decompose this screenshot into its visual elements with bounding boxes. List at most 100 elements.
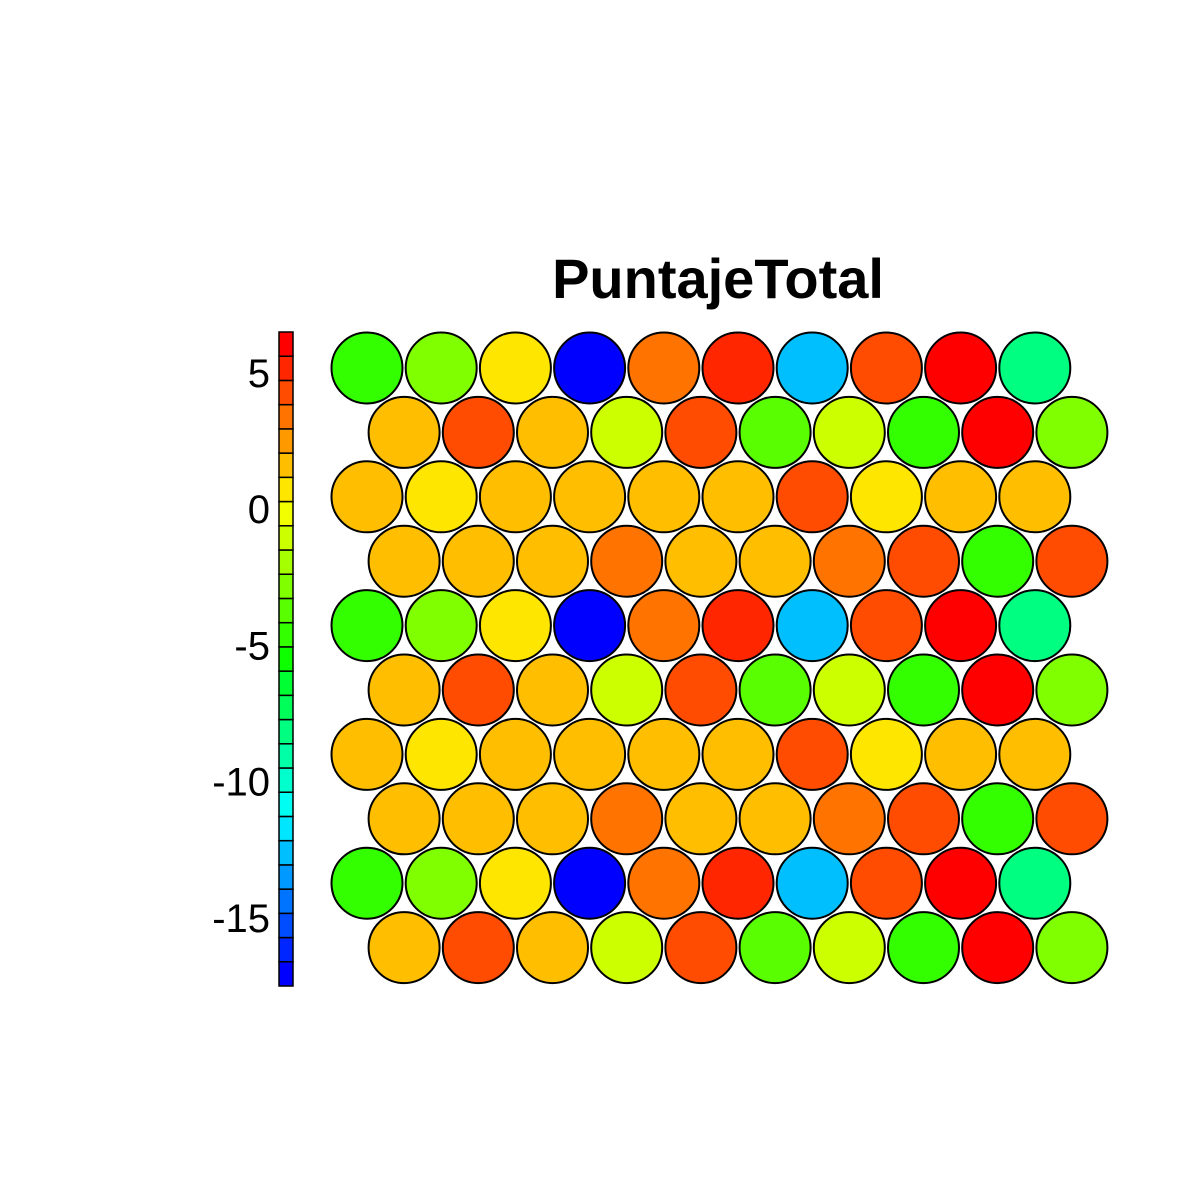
som-node — [738, 653, 812, 727]
som-node — [553, 717, 627, 791]
som-node — [812, 395, 886, 469]
colorbar-segment — [278, 791, 294, 818]
som-node — [924, 846, 998, 920]
som-node — [812, 911, 886, 985]
som-node — [998, 846, 1072, 920]
som-node — [367, 911, 441, 985]
chart-title: PuntajeTotal — [552, 247, 884, 310]
som-node — [441, 782, 515, 856]
colorbar-segment — [278, 912, 294, 939]
som-node — [887, 782, 960, 856]
colorbar-segment — [278, 694, 294, 721]
som-node — [812, 782, 886, 856]
som-node — [330, 331, 404, 405]
som-node — [553, 589, 627, 663]
colorbar-segment — [278, 549, 294, 575]
som-node — [330, 460, 404, 534]
som-node — [404, 846, 478, 920]
som-node — [553, 846, 627, 920]
colorbar-segment — [278, 767, 294, 793]
colorbar-segment — [278, 428, 294, 454]
som-node — [516, 782, 589, 856]
som-node — [516, 911, 589, 985]
som-node — [664, 395, 738, 469]
som-node — [330, 846, 404, 920]
colorbar-segment — [278, 476, 294, 503]
som-node — [961, 395, 1035, 469]
som-node — [849, 460, 923, 534]
som-node — [849, 331, 923, 405]
colorbar-tick-label: -10 — [212, 761, 270, 805]
som-node — [367, 524, 441, 598]
som-node — [553, 331, 627, 405]
som-node — [404, 717, 478, 791]
som-node — [998, 331, 1072, 405]
som-node — [478, 331, 552, 405]
som-node — [1035, 395, 1109, 469]
som-node — [887, 524, 960, 598]
som-node — [738, 395, 812, 469]
som-node — [701, 331, 775, 405]
som-node — [478, 717, 552, 791]
colorbar-segment — [278, 355, 294, 382]
som-node — [812, 653, 886, 727]
colorbar-tick-label: -5 — [234, 624, 270, 668]
som-node — [516, 524, 589, 598]
colorbar-tick-label: 5 — [248, 352, 270, 396]
som-node — [627, 717, 701, 791]
colorbar-segment — [278, 888, 294, 915]
som-node — [998, 717, 1072, 791]
som-node — [330, 717, 404, 791]
som-node — [478, 460, 552, 534]
som-node — [849, 589, 923, 663]
som-node — [998, 589, 1072, 663]
som-node — [627, 589, 701, 663]
som-node — [924, 589, 998, 663]
som-node — [441, 395, 515, 469]
som-node — [998, 460, 1072, 534]
colorbar-segment — [278, 743, 294, 769]
som-node — [849, 846, 923, 920]
colorbar-segment — [278, 452, 294, 479]
som-node — [887, 395, 960, 469]
colorbar-segment — [278, 936, 294, 963]
colorbar-segment — [278, 573, 294, 600]
som-node — [961, 653, 1035, 727]
som-node — [1035, 911, 1109, 985]
som-node — [553, 460, 627, 534]
colorbar-segment — [278, 815, 294, 842]
som-node — [590, 911, 664, 985]
som-node — [924, 460, 998, 534]
som-node — [1035, 653, 1109, 727]
som-node — [1035, 524, 1109, 598]
som-node — [701, 460, 775, 534]
som-node — [738, 524, 812, 598]
som-node — [478, 846, 552, 920]
som-node — [924, 331, 998, 405]
som-node — [627, 460, 701, 534]
som-node — [627, 331, 701, 405]
hex-grid — [330, 331, 1109, 985]
colorbar-segment — [278, 331, 294, 357]
colorbar-segment — [278, 403, 294, 430]
som-node — [590, 653, 664, 727]
som-node — [367, 782, 441, 856]
som-node — [404, 460, 478, 534]
som-node — [664, 653, 738, 727]
colorbar — [278, 331, 294, 987]
som-node — [812, 524, 886, 598]
som-node — [441, 653, 515, 727]
colorbar-segment — [278, 597, 294, 624]
som-node — [738, 782, 812, 856]
colorbar-segment — [278, 379, 294, 406]
som-node — [701, 589, 775, 663]
som-node — [404, 589, 478, 663]
colorbar-segment — [278, 621, 294, 648]
som-node — [924, 717, 998, 791]
som-node — [775, 460, 849, 534]
som-node — [701, 717, 775, 791]
colorbar-segment — [278, 646, 294, 672]
colorbar-segment — [278, 670, 294, 697]
som-node — [627, 846, 701, 920]
som-node — [367, 653, 441, 727]
